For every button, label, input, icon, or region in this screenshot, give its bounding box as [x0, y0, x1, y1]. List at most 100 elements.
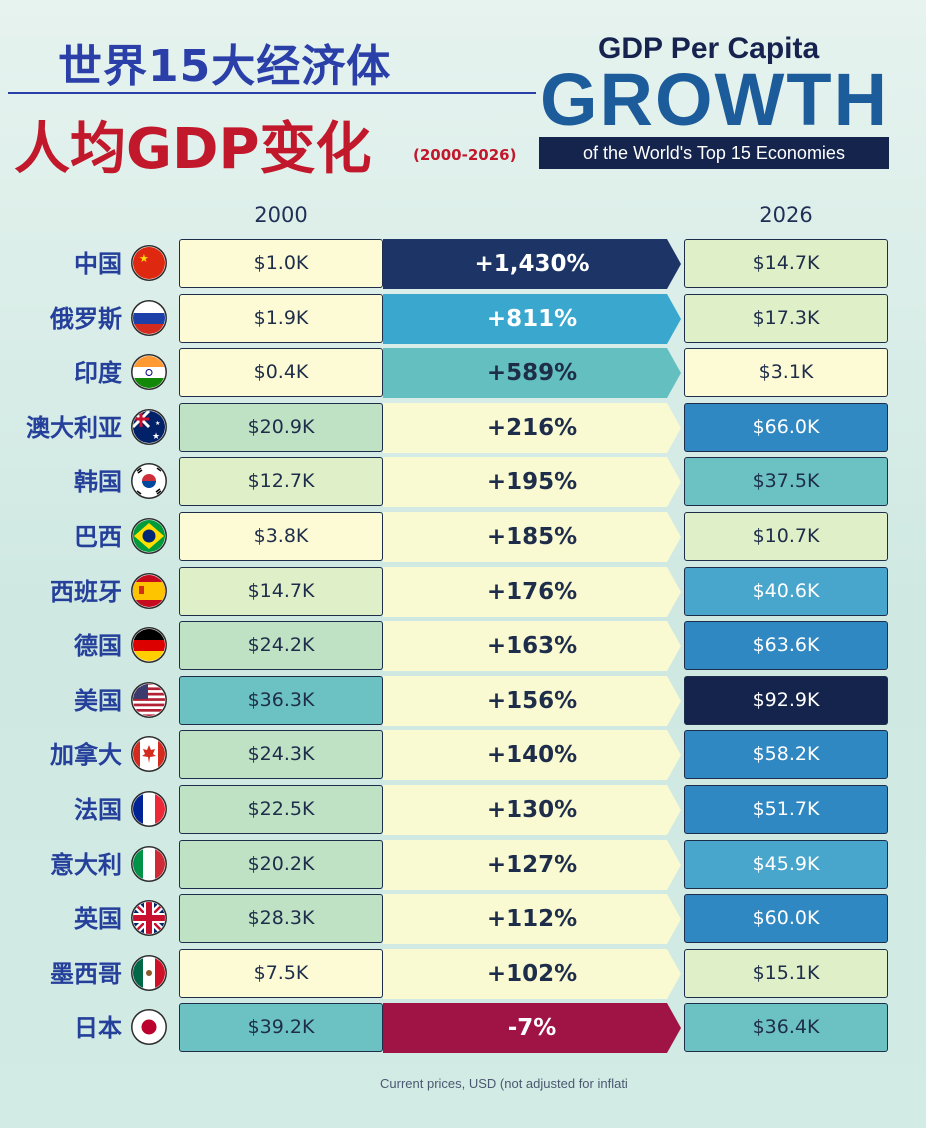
- growth-percent: +811%: [486, 305, 578, 332]
- value-2026: $60.0K: [684, 894, 888, 944]
- value-2000: $7.5K: [179, 948, 383, 998]
- table-row: 日本 $39.2K -7% $36.4K: [0, 1002, 926, 1054]
- growth-arrow: [383, 566, 681, 617]
- usa-flag-icon: [131, 681, 167, 718]
- table-row: 澳大利亚 ★ ★ $20.9K +216% $66.0K: [0, 402, 926, 453]
- country-name: 墨西哥: [50, 959, 122, 988]
- canada-flag-icon: [131, 736, 167, 773]
- france-flag-icon: [131, 791, 167, 827]
- value-2000: $24.3K: [179, 730, 383, 780]
- korea-flag-icon: [131, 463, 167, 500]
- value-2026: $10.7K: [684, 512, 888, 561]
- italy-flag-icon: [131, 845, 167, 882]
- table-row: 法国 $22.5K +130% $51.7K: [0, 784, 926, 835]
- growth-percent: -7%: [507, 1015, 557, 1042]
- australia-flag-icon: ★ ★: [131, 408, 167, 445]
- country-name: 澳大利亚: [26, 413, 122, 442]
- value-2000: $22.5K: [179, 785, 383, 834]
- value-2026: $37.5K: [684, 457, 888, 507]
- column-header-2026: 2026: [759, 203, 813, 227]
- country-name: 俄罗斯: [50, 304, 122, 333]
- value-2000: $3.8K: [179, 512, 383, 561]
- growth-percent: +1,430%: [474, 251, 590, 277]
- country-name: 意大利: [50, 850, 122, 879]
- table-row: 墨西哥 $7.5K +102% $15.1K: [0, 948, 926, 999]
- table-row: 加拿大 $24.3K +140% $58.2K: [0, 729, 926, 781]
- country-name: 美国: [74, 686, 122, 715]
- uk-flag-icon: [131, 900, 167, 937]
- period-label: (2000-2026): [413, 146, 517, 164]
- value-2000: $0.4K: [179, 348, 383, 398]
- country-name: 加拿大: [50, 741, 122, 770]
- table-row: 美国 $36.3K +156% $92.9K: [0, 675, 926, 726]
- value-2026: $40.6K: [684, 566, 888, 616]
- growth-arrow: [383, 512, 681, 562]
- value-2000: $1.9K: [179, 293, 383, 343]
- growth-percent: +130%: [486, 797, 578, 823]
- india-flag-icon: [131, 354, 167, 391]
- value-2026: $36.4K: [684, 1003, 888, 1053]
- svg-text:★: ★: [155, 420, 160, 427]
- growth-arrow: [383, 293, 681, 344]
- value-2026: $15.1K: [684, 948, 888, 998]
- country-name: 法国: [74, 796, 122, 824]
- country-name: 韩国: [74, 468, 122, 497]
- title-english-line1: GDP Per Capita: [598, 32, 820, 65]
- spain-flag-icon: [131, 572, 167, 609]
- growth-arrow: [383, 621, 681, 672]
- value-2026: $45.9K: [684, 839, 888, 889]
- value-2000: $12.7K: [179, 457, 383, 507]
- table-row: 巴西 $3.8K +185% $10.7K: [0, 511, 926, 562]
- country-name: 中国: [74, 250, 122, 278]
- growth-arrow: [383, 402, 681, 453]
- table-row: 韩国 $12.7K +195% $37.5K: [0, 456, 926, 508]
- value-2000: $1.0K: [179, 239, 383, 288]
- japan-flag-icon: [131, 1009, 167, 1046]
- mexico-flag-icon: [131, 954, 167, 991]
- value-2000: $36.3K: [179, 675, 383, 725]
- growth-percent: +195%: [486, 469, 578, 496]
- table-row: 俄罗斯 $1.9K +811% $17.3K: [0, 293, 926, 344]
- table-row: 印度 $0.4K +589% $3.1K: [0, 347, 926, 399]
- value-2026: $17.3K: [684, 293, 888, 343]
- value-2000: $39.2K: [179, 1003, 383, 1053]
- table-row: 德国 $24.2K +163% $63.6K: [0, 620, 926, 672]
- country-name: 巴西: [74, 523, 122, 551]
- value-2026: $92.9K: [684, 675, 888, 725]
- growth-arrow: [383, 1003, 681, 1054]
- value-2026: $51.7K: [684, 785, 888, 834]
- value-2000: $24.2K: [179, 621, 383, 671]
- table-row: 中国 ★ $1.0K +1,430% $14.7K: [0, 238, 926, 289]
- country-name: 英国: [74, 905, 122, 934]
- growth-percent: +102%: [486, 960, 578, 987]
- column-header-2000: 2000: [254, 203, 308, 227]
- value-2000: $28.3K: [179, 894, 383, 944]
- title-english-growth: GROWTH: [540, 58, 890, 141]
- title-chinese-line2: 人均GDP变化: [14, 117, 372, 182]
- value-2000: $14.7K: [179, 566, 383, 616]
- growth-percent: +163%: [486, 633, 578, 660]
- growth-percent: +140%: [486, 742, 578, 769]
- growth-arrow: [383, 839, 681, 890]
- title-chinese-line1: 世界15大经济体: [58, 41, 392, 92]
- russia-flag-icon: [131, 299, 167, 336]
- growth-arrow: [383, 457, 681, 508]
- growth-percent: +589%: [486, 360, 578, 387]
- growth-arrow: [383, 785, 681, 835]
- growth-percent: +112%: [486, 906, 578, 933]
- brazil-flag-icon: [131, 518, 167, 554]
- svg-text:★: ★: [152, 432, 160, 442]
- growth-percent: +156%: [486, 687, 578, 714]
- table-row: 英国 $28.3K +112% $60.0K: [0, 893, 926, 945]
- value-2000: $20.2K: [179, 839, 383, 889]
- country-name: 西班牙: [50, 577, 122, 606]
- value-2026: $58.2K: [684, 730, 888, 780]
- value-2026: $66.0K: [684, 402, 888, 452]
- growth-arrow: [383, 894, 681, 945]
- growth-percent: +127%: [486, 851, 578, 878]
- table-row: 西班牙 $14.7K +176% $40.6K: [0, 566, 926, 617]
- value-2026: $63.6K: [684, 621, 888, 671]
- growth-arrow: [383, 348, 681, 399]
- value-2026: $3.1K: [684, 348, 888, 398]
- value-2026: $14.7K: [684, 239, 888, 288]
